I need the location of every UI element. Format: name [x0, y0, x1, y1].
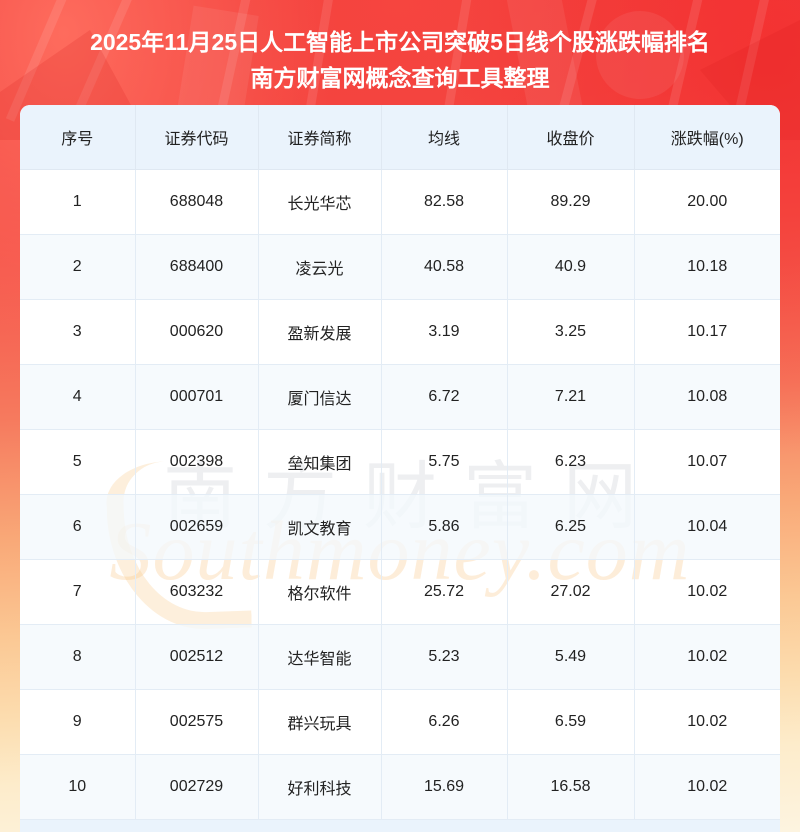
cell-name: 凯文教育 — [258, 494, 382, 560]
cell-code: 688400 — [135, 234, 259, 300]
table-head: 序号 证券代码 证券简称 均线 收盘价 涨跌幅(%) — [20, 105, 780, 170]
cell-close: 5.49 — [507, 624, 635, 690]
cell-ma: 5.86 — [381, 494, 508, 560]
cell-close: 89.29 — [507, 169, 635, 235]
cell-close: 27.02 — [507, 559, 635, 625]
cell-ma: 25.72 — [381, 559, 508, 625]
page-title-line2: 南方财富网概念查询工具整理 — [250, 65, 550, 91]
cell-pct: 10.07 — [634, 429, 780, 495]
cell-no: 7 — [20, 559, 136, 625]
cell-name: 长光华芯 — [258, 169, 382, 235]
cell-code: 002398 — [135, 429, 259, 495]
table-row[interactable]: 1 688048 长光华芯 82.58 89.29 20.00 — [20, 169, 780, 235]
stock-table-card: 南方财富网 Southmoney.com 序号 证券代码 证券简称 均线 收盘价… — [20, 105, 780, 832]
cell-close: 40.9 — [507, 234, 635, 300]
disclaimer-note: 以上上市公司相关数据由南方财富网整理提供，仅供参考，不构成投资建议，据此操作，风… — [20, 820, 780, 832]
cell-name: 群兴玩具 — [258, 689, 382, 755]
cell-code: 603232 — [135, 559, 259, 625]
column-header-pct[interactable]: 涨跌幅(%) — [634, 105, 780, 170]
cell-ma: 15.69 — [381, 754, 508, 820]
cell-name: 好利科技 — [258, 754, 382, 820]
cell-name: 垒知集团 — [258, 429, 382, 495]
cell-pct: 10.02 — [634, 559, 780, 625]
table-row[interactable]: 2 688400 凌云光 40.58 40.9 10.18 — [20, 234, 780, 300]
cell-name: 盈新发展 — [258, 299, 382, 365]
cell-code: 002659 — [135, 494, 259, 560]
cell-close: 16.58 — [507, 754, 635, 820]
cell-close: 7.21 — [507, 364, 635, 430]
cell-code: 002512 — [135, 624, 259, 690]
cell-close: 3.25 — [507, 299, 635, 365]
cell-ma: 6.72 — [381, 364, 508, 430]
cell-no: 2 — [20, 234, 136, 300]
cell-ma: 40.58 — [381, 234, 508, 300]
banner-title-block: 2025年11月25日人工智能上市公司突破5日线个股涨跌幅排名 南方财富网概念查… — [0, 0, 800, 96]
table-header-row: 序号 证券代码 证券简称 均线 收盘价 涨跌幅(%) — [20, 105, 780, 170]
cell-pct: 10.02 — [634, 754, 780, 820]
table-row[interactable]: 5 002398 垒知集团 5.75 6.23 10.07 — [20, 429, 780, 495]
cell-code: 000701 — [135, 364, 259, 430]
stock-ranking-table: 序号 证券代码 证券简称 均线 收盘价 涨跌幅(%) 1 688048 长光华芯… — [20, 105, 780, 820]
cell-no: 9 — [20, 689, 136, 755]
cell-no: 5 — [20, 429, 136, 495]
cell-pct: 20.00 — [634, 169, 780, 235]
column-header-code[interactable]: 证券代码 — [135, 105, 259, 170]
cell-no: 10 — [20, 754, 136, 820]
cell-code: 000620 — [135, 299, 259, 365]
table-row[interactable]: 6 002659 凯文教育 5.86 6.25 10.04 — [20, 494, 780, 560]
cell-no: 1 — [20, 169, 136, 235]
table-row[interactable]: 9 002575 群兴玩具 6.26 6.59 10.02 — [20, 689, 780, 755]
cell-no: 3 — [20, 299, 136, 365]
cell-ma: 6.26 — [381, 689, 508, 755]
cell-code: 002575 — [135, 689, 259, 755]
cell-close: 6.59 — [507, 689, 635, 755]
cell-code: 688048 — [135, 169, 259, 235]
cell-no: 6 — [20, 494, 136, 560]
cell-ma: 3.19 — [381, 299, 508, 365]
table-body: 1 688048 长光华芯 82.58 89.29 20.00 2 688400… — [20, 169, 780, 820]
cell-pct: 10.04 — [634, 494, 780, 560]
cell-name: 格尔软件 — [258, 559, 382, 625]
table-row[interactable]: 7 603232 格尔软件 25.72 27.02 10.02 — [20, 559, 780, 625]
cell-close: 6.25 — [507, 494, 635, 560]
table-row[interactable]: 4 000701 厦门信达 6.72 7.21 10.08 — [20, 364, 780, 430]
column-header-ma[interactable]: 均线 — [381, 105, 508, 170]
cell-ma: 82.58 — [381, 169, 508, 235]
cell-name: 达华智能 — [258, 624, 382, 690]
column-header-name[interactable]: 证券简称 — [258, 105, 382, 170]
column-header-no[interactable]: 序号 — [20, 105, 136, 170]
cell-code: 002729 — [135, 754, 259, 820]
page-title-line1: 2025年11月25日人工智能上市公司突破5日线个股涨跌幅排名 — [90, 29, 710, 55]
cell-pct: 10.02 — [634, 689, 780, 755]
cell-name: 凌云光 — [258, 234, 382, 300]
table-row[interactable]: 8 002512 达华智能 5.23 5.49 10.02 — [20, 624, 780, 690]
cell-ma: 5.75 — [381, 429, 508, 495]
cell-pct: 10.02 — [634, 624, 780, 690]
cell-close: 6.23 — [507, 429, 635, 495]
cell-no: 8 — [20, 624, 136, 690]
cell-name: 厦门信达 — [258, 364, 382, 430]
column-header-close[interactable]: 收盘价 — [507, 105, 635, 170]
cell-pct: 10.17 — [634, 299, 780, 365]
cell-pct: 10.18 — [634, 234, 780, 300]
cell-pct: 10.08 — [634, 364, 780, 430]
cell-no: 4 — [20, 364, 136, 430]
table-row[interactable]: 10 002729 好利科技 15.69 16.58 10.02 — [20, 754, 780, 820]
table-row[interactable]: 3 000620 盈新发展 3.19 3.25 10.17 — [20, 299, 780, 365]
cell-ma: 5.23 — [381, 624, 508, 690]
